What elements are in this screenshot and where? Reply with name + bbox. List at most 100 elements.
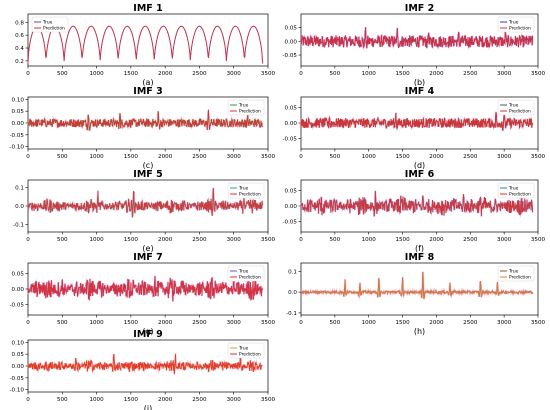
x-tick-label: 2500 [192, 71, 207, 77]
x-tick-label: 0 [26, 320, 30, 326]
y-tick-label: 0.00 [12, 121, 25, 127]
legend-label: True [238, 346, 249, 352]
x-tick-label: 1500 [395, 320, 410, 326]
y-tick-label: 0.10 [12, 97, 25, 103]
y-tick-label: -0.05 [10, 376, 25, 382]
panel-8: IMF 8 0 500 1000 1500 2000 2500 3000 3500 -0.1 0.0… [286, 252, 545, 336]
y-tick-label: -0.10 [10, 388, 25, 394]
legend-label: Prediction [509, 26, 531, 32]
panel-label: (g) [142, 327, 153, 336]
legend-label: True [42, 20, 53, 26]
legend-label: Prediction [239, 352, 261, 358]
panel-1: IMF 1 0 500 1000 1500 2000 2500 3000 3500 0.2 0.4 0… [15, 3, 275, 87]
y-tick-label: 0.0 [15, 204, 24, 210]
x-tick-label: 1500 [395, 154, 410, 160]
panel-label: (c) [143, 161, 154, 170]
x-tick-label: 1500 [124, 237, 139, 243]
series-halo [26, 109, 264, 132]
panel-4: IMF 4 0 500 1000 1500 2000 2500 3000 3500 -0.05 0.… [283, 86, 546, 170]
x-tick-label: 1000 [362, 71, 377, 77]
x-tick-label: 3500 [261, 154, 276, 160]
panel-title: IMF 7 [133, 252, 162, 263]
y-tick-label: -0.05 [283, 219, 298, 225]
legend-label: True [508, 20, 519, 26]
x-tick-label: 2500 [192, 237, 207, 243]
y-tick-label: 0.10 [12, 340, 25, 346]
x-tick-label: 500 [57, 320, 68, 326]
x-tick-label: 0 [299, 71, 303, 77]
x-tick-label: 1000 [362, 154, 377, 160]
x-tick-label: 3500 [531, 154, 546, 160]
series-prediction-line [300, 27, 533, 49]
y-tick-label: 0.00 [285, 121, 298, 127]
panel-title: IMF 3 [133, 86, 162, 97]
y-tick-label: 0.00 [12, 364, 25, 370]
panel-label: (a) [142, 78, 153, 87]
x-tick-label: 2500 [192, 397, 207, 403]
x-tick-label: 1000 [362, 237, 377, 243]
x-tick-label: 3000 [497, 154, 512, 160]
legend-label: Prediction [509, 109, 531, 115]
x-tick-label: 3000 [497, 71, 512, 77]
legend-label: Prediction [239, 275, 261, 281]
x-tick-label: 3000 [227, 397, 242, 403]
y-tick-label: 0.00 [12, 287, 25, 293]
y-tick-label: -0.1 [286, 311, 297, 317]
x-tick-label: 500 [57, 397, 68, 403]
series-prediction-line [300, 110, 533, 131]
legend-label: True [238, 103, 249, 109]
axes-frame [300, 262, 539, 316]
y-tick-label: 0.05 [12, 272, 25, 278]
x-tick-label: 2500 [463, 320, 478, 326]
panel-9: IMF 9 0 500 1000 1500 2000 2500 3000 3500 -0.10 -0… [10, 329, 276, 410]
x-tick-label: 3000 [497, 320, 512, 326]
x-tick-label: 500 [57, 71, 68, 77]
panel-title: IMF 1 [133, 3, 162, 14]
x-tick-label: 500 [57, 237, 68, 243]
series-prediction-line [300, 190, 533, 217]
panel-label: (b) [414, 78, 425, 87]
x-tick-label: 1000 [89, 397, 104, 403]
x-tick-label: 500 [330, 154, 341, 160]
x-tick-label: 0 [299, 320, 303, 326]
legend-label: True [508, 269, 519, 275]
series-prediction-line [27, 353, 263, 375]
x-tick-label: 1500 [124, 71, 139, 77]
y-tick-label: -0.05 [10, 133, 25, 139]
panel-label: (i) [144, 404, 152, 410]
legend-label: Prediction [239, 109, 261, 115]
panel-title: IMF 5 [133, 169, 162, 180]
legend-label: True [238, 186, 249, 192]
legend-label: Prediction [509, 275, 531, 281]
y-tick-label: 0.05 [12, 352, 25, 358]
y-tick-label: 0.1 [288, 269, 297, 275]
panel-3: IMF 3 0 500 1000 1500 2000 2500 3000 3500 -0.10 -0… [10, 86, 276, 170]
y-tick-label: 0.00 [285, 204, 298, 210]
x-tick-label: 3500 [261, 237, 276, 243]
x-tick-label: 2000 [158, 154, 173, 160]
x-tick-label: 500 [330, 71, 341, 77]
x-tick-label: 3500 [261, 397, 276, 403]
x-tick-label: 3500 [261, 71, 276, 77]
x-tick-label: 2500 [192, 154, 207, 160]
x-tick-label: 1500 [124, 154, 139, 160]
x-tick-label: 0 [26, 237, 30, 243]
y-tick-label: 0.05 [285, 189, 298, 195]
x-tick-label: 2000 [429, 320, 444, 326]
y-tick-label: 0.05 [12, 109, 25, 115]
x-tick-label: 500 [57, 154, 68, 160]
x-tick-label: 1000 [362, 320, 377, 326]
series-prediction-line [27, 25, 263, 64]
panel-label: (f) [415, 244, 424, 253]
x-tick-label: 1500 [395, 237, 410, 243]
panel-title: IMF 9 [133, 329, 162, 340]
series-prediction-line [300, 271, 533, 300]
x-tick-label: 3500 [531, 320, 546, 326]
series-prediction-line [27, 187, 263, 218]
x-tick-label: 2000 [158, 397, 173, 403]
x-tick-label: 2500 [463, 237, 478, 243]
legend-label: True [238, 269, 249, 275]
legend-label: Prediction [43, 26, 65, 32]
y-tick-label: 0.05 [285, 26, 298, 32]
